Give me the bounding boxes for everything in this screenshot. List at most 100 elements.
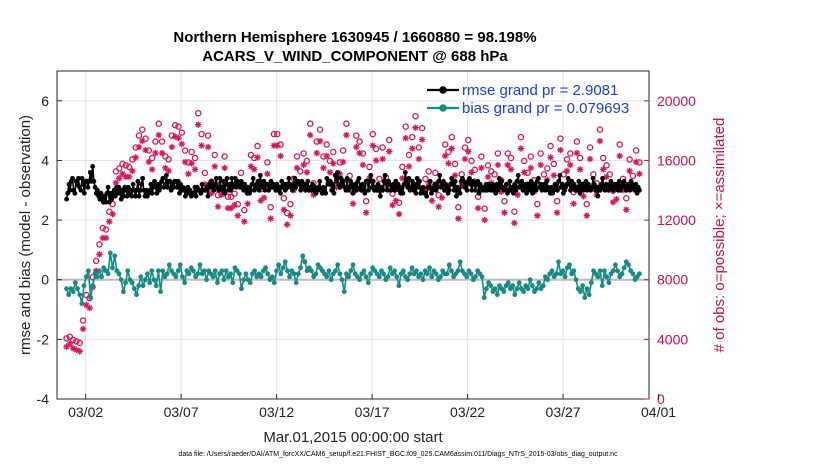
- obs-assimilated-point: [501, 209, 508, 216]
- bias-point: [239, 286, 244, 292]
- obs-assimilated-point: [178, 140, 185, 148]
- rmse-point: [262, 187, 268, 193]
- obs-assimilated-stroke: [113, 180, 119, 186]
- obs-possible-point: [69, 336, 77, 344]
- obs-assimilated-point: [274, 142, 281, 149]
- obs-assimilated-stroke: [587, 156, 593, 162]
- rmse-point: [344, 175, 350, 181]
- plot-area: [57, 71, 649, 399]
- obs-possible-point: [603, 162, 610, 169]
- chart-title-line1: Northern Hemisphere 1630945 / 1660880 = …: [173, 29, 536, 46]
- obs-possible-point: [372, 145, 380, 153]
- obs-possible-point: [73, 338, 80, 345]
- bias-point: [630, 271, 636, 277]
- obs-assimilated-point: [175, 134, 182, 142]
- rmse-point: [400, 190, 406, 196]
- bias-point: [483, 286, 489, 292]
- obs-possible-point: [198, 130, 205, 138]
- obs-assimilated-point: [478, 164, 485, 172]
- obs-possible-point: [596, 126, 604, 133]
- bias-point: [118, 277, 124, 283]
- bias-point: [302, 259, 308, 265]
- rmse-point: [103, 199, 109, 205]
- obs-assimilated-point: [418, 136, 426, 143]
- rmse-point: [437, 172, 443, 178]
- obs-assimilated-point: [142, 146, 149, 154]
- x-tick-label: 03/17: [355, 404, 390, 420]
- obs-assimilated-stroke: [103, 235, 109, 241]
- bias-point: [236, 271, 242, 277]
- bias-point: [341, 289, 347, 295]
- bias-point: [586, 292, 592, 298]
- obs-possible-point: [471, 166, 479, 174]
- obs-possible-point: [293, 153, 301, 160]
- bias-point: [418, 271, 424, 277]
- data-file-footnote: data file: /Users/raeder/DAI/ATM_forcXX/…: [178, 451, 618, 458]
- bias-point: [110, 265, 115, 271]
- bias-point: [571, 268, 577, 274]
- bias-point: [438, 274, 443, 280]
- y-axis-label-right: # of obs: o=possible; ×=assimilated: [711, 118, 728, 353]
- obs-assimilated-point: [139, 137, 146, 145]
- bias-point: [263, 265, 268, 271]
- obs-possible-point: [379, 144, 386, 151]
- obs-assimilated-stroke: [399, 175, 406, 182]
- rmse-point: [257, 172, 263, 178]
- rmse-point: [165, 184, 170, 190]
- obs-assimilated-stroke: [580, 193, 587, 199]
- legend-marker-rmse: [439, 86, 447, 94]
- obs-assimilated-point: [148, 166, 156, 173]
- obs-assimilated-stroke: [495, 162, 501, 168]
- obs-assimilated-point: [254, 154, 261, 161]
- rmse-point: [136, 193, 142, 199]
- obs-assimilated-stroke: [136, 144, 142, 150]
- rmse-point: [87, 169, 93, 175]
- obs-assimilated-stroke: [73, 347, 80, 353]
- bias-point: [123, 280, 128, 286]
- obs-assimilated-point: [609, 199, 617, 206]
- bias-point: [324, 274, 330, 280]
- obs-possible-point: [491, 171, 498, 178]
- y-tick-label-right: 4000: [657, 331, 688, 347]
- rmse-point: [140, 175, 146, 181]
- obs-assimilated-point: [277, 152, 284, 160]
- rmse-point: [193, 193, 199, 199]
- rmse-point: [350, 190, 356, 196]
- bias-point: [247, 280, 253, 286]
- bias-point: [429, 274, 435, 280]
- bias-point: [219, 268, 225, 274]
- rmse-point: [64, 196, 69, 202]
- bias-point: [348, 268, 354, 274]
- rmse-point: [436, 178, 441, 184]
- obs-possible-point: [544, 165, 551, 172]
- rmse-point: [104, 190, 110, 196]
- obs-assimilated-point: [461, 155, 469, 163]
- obs-assimilated-stroke: [149, 166, 155, 173]
- bias-point: [190, 268, 196, 274]
- obs-assimilated-point: [96, 251, 103, 258]
- bias-point: [602, 268, 607, 274]
- obs-assimilated-stroke: [300, 162, 307, 168]
- obs-possible-point: [241, 206, 248, 214]
- obs-assimilated-stroke: [379, 156, 386, 162]
- obs-possible-point: [395, 199, 403, 206]
- obs-assimilated-stroke: [152, 150, 159, 156]
- rmse-point: [616, 178, 622, 184]
- obs-possible-point: [435, 191, 442, 199]
- bias-point: [204, 277, 209, 283]
- obs-assimilated-point: [330, 160, 337, 167]
- obs-assimilated-point: [181, 158, 189, 166]
- y-tick-label-left: 6: [41, 93, 49, 109]
- bias-point: [409, 265, 415, 271]
- obs-possible-point: [155, 120, 162, 127]
- obs-possible-point: [102, 226, 110, 233]
- obs-assimilated-stroke: [304, 169, 310, 176]
- obs-possible-point: [221, 153, 228, 160]
- obs-assimilated-stroke: [188, 160, 195, 167]
- obs-assimilated-stroke: [518, 145, 524, 152]
- obs-assimilated-point: [116, 175, 123, 182]
- bias-point: [604, 274, 610, 280]
- rmse-point: [515, 172, 521, 178]
- obs-possible-point: [432, 169, 439, 177]
